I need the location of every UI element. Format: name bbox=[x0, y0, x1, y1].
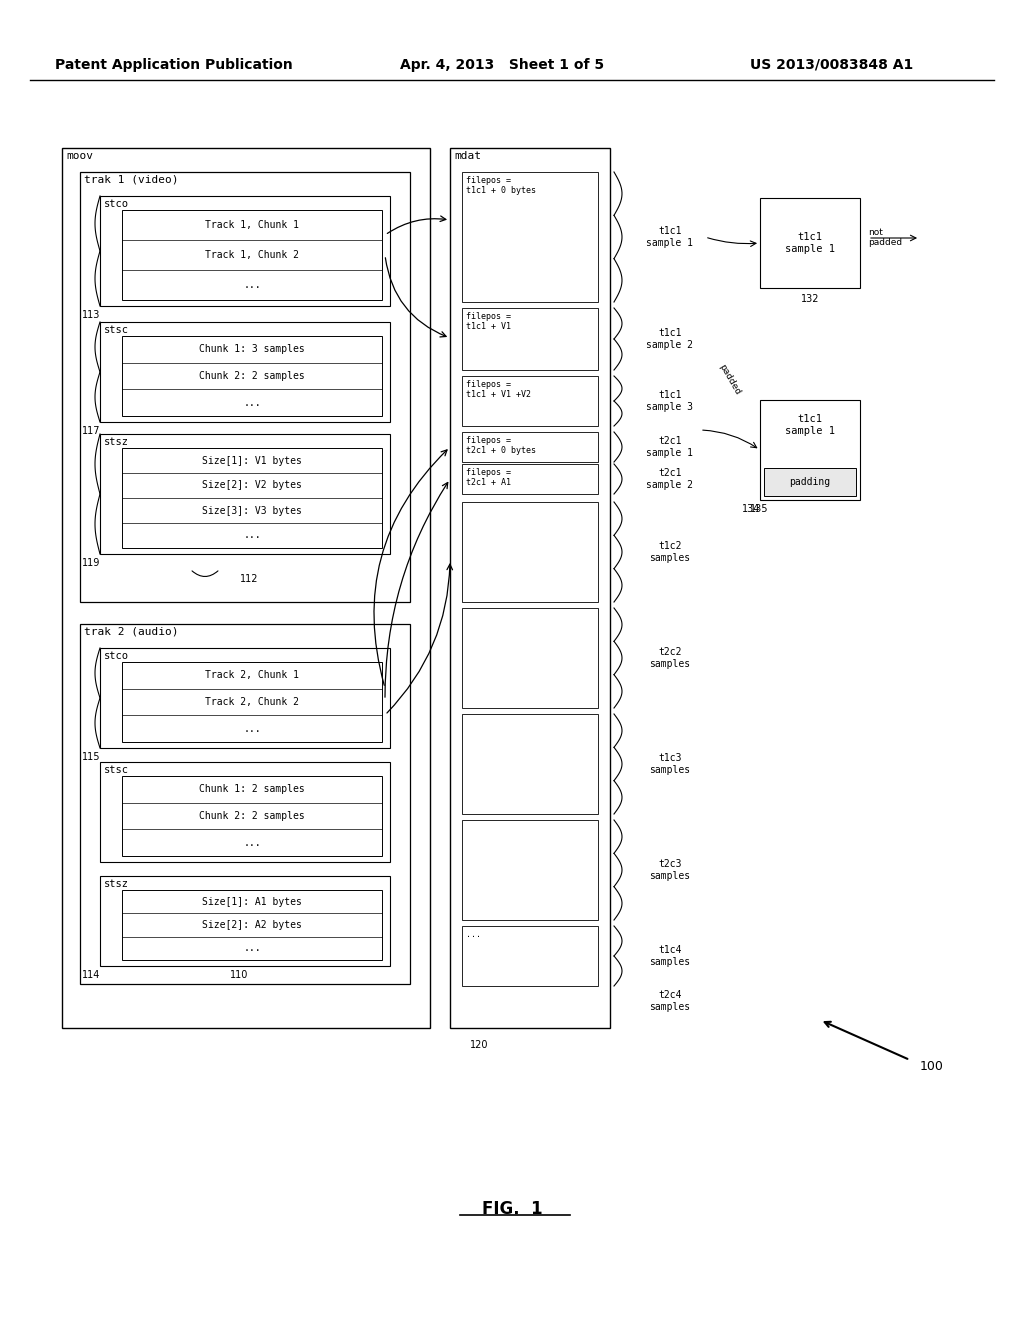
Bar bbox=[462, 927, 598, 986]
Text: stsc: stsc bbox=[104, 766, 129, 775]
Bar bbox=[122, 663, 382, 742]
Text: 115: 115 bbox=[82, 752, 100, 762]
Text: trak 2 (audio): trak 2 (audio) bbox=[84, 627, 178, 638]
Bar bbox=[462, 714, 598, 814]
Bar bbox=[462, 820, 598, 920]
Text: Track 2, Chunk 2: Track 2, Chunk 2 bbox=[205, 697, 299, 708]
Text: ...: ... bbox=[466, 931, 481, 939]
Text: t1c1
sample 1: t1c1 sample 1 bbox=[785, 414, 835, 436]
Bar bbox=[462, 609, 598, 708]
Text: Size[1]: V1 bytes: Size[1]: V1 bytes bbox=[202, 455, 302, 466]
Bar bbox=[100, 762, 390, 862]
Bar bbox=[100, 434, 390, 554]
Text: stco: stco bbox=[104, 651, 129, 661]
Text: Chunk 1: 2 samples: Chunk 1: 2 samples bbox=[199, 784, 305, 795]
Text: ...: ... bbox=[243, 838, 261, 847]
Bar bbox=[80, 172, 410, 602]
Text: ...: ... bbox=[243, 944, 261, 953]
Text: ...: ... bbox=[243, 531, 261, 540]
Text: 120: 120 bbox=[470, 1040, 488, 1049]
Bar bbox=[122, 890, 382, 960]
Text: filepos =
t1c1 + V1 +V2: filepos = t1c1 + V1 +V2 bbox=[466, 380, 531, 400]
Text: t2c1
sample 1: t2c1 sample 1 bbox=[646, 436, 693, 458]
Text: t1c2
samples: t1c2 samples bbox=[649, 541, 690, 562]
Text: t1c3
samples: t1c3 samples bbox=[649, 754, 690, 775]
Bar bbox=[122, 337, 382, 416]
Bar bbox=[462, 432, 598, 462]
Text: Patent Application Publication: Patent Application Publication bbox=[55, 58, 293, 73]
Text: 112: 112 bbox=[240, 574, 258, 583]
Text: t1c4
samples: t1c4 samples bbox=[649, 945, 690, 966]
Text: 100: 100 bbox=[920, 1060, 944, 1073]
Text: Track 1, Chunk 2: Track 1, Chunk 2 bbox=[205, 249, 299, 260]
Bar bbox=[462, 376, 598, 426]
Text: not
padded: not padded bbox=[868, 228, 902, 247]
Text: 135: 135 bbox=[750, 504, 768, 513]
Text: Size[2]: A2 bytes: Size[2]: A2 bytes bbox=[202, 920, 302, 931]
Text: t2c2
samples: t2c2 samples bbox=[649, 647, 690, 669]
Text: t1c1
sample 1: t1c1 sample 1 bbox=[785, 232, 835, 253]
Text: FIG.  1: FIG. 1 bbox=[481, 1200, 543, 1218]
Bar bbox=[100, 322, 390, 422]
Text: Size[1]: A1 bytes: Size[1]: A1 bytes bbox=[202, 896, 302, 907]
Text: t2c4
samples: t2c4 samples bbox=[649, 990, 690, 1011]
Text: filepos =
t2c1 + 0 bytes: filepos = t2c1 + 0 bytes bbox=[466, 436, 536, 455]
Text: Apr. 4, 2013   Sheet 1 of 5: Apr. 4, 2013 Sheet 1 of 5 bbox=[400, 58, 604, 73]
Text: filepos =
t1c1 + 0 bytes: filepos = t1c1 + 0 bytes bbox=[466, 176, 536, 195]
Bar bbox=[100, 876, 390, 966]
Bar bbox=[462, 308, 598, 370]
Text: ...: ... bbox=[243, 397, 261, 408]
Bar bbox=[122, 776, 382, 855]
Bar bbox=[462, 465, 598, 494]
Text: t2c1
sample 2: t2c1 sample 2 bbox=[646, 469, 693, 490]
Bar bbox=[62, 148, 430, 1028]
Text: 114: 114 bbox=[82, 970, 100, 979]
Text: Chunk 1: 3 samples: Chunk 1: 3 samples bbox=[199, 345, 305, 354]
Text: 119: 119 bbox=[82, 558, 100, 568]
Bar bbox=[100, 195, 390, 306]
Bar bbox=[80, 624, 410, 983]
Bar bbox=[462, 172, 598, 302]
Bar bbox=[462, 502, 598, 602]
Text: t2c3
samples: t2c3 samples bbox=[649, 859, 690, 880]
Text: stsz: stsz bbox=[104, 879, 129, 888]
Text: Chunk 2: 2 samples: Chunk 2: 2 samples bbox=[199, 371, 305, 381]
Text: Track 1, Chunk 1: Track 1, Chunk 1 bbox=[205, 220, 299, 230]
Text: padding: padding bbox=[790, 477, 830, 487]
Text: filepos =
t2c1 + A1: filepos = t2c1 + A1 bbox=[466, 469, 511, 487]
Bar bbox=[450, 148, 610, 1028]
Text: 117: 117 bbox=[82, 426, 100, 436]
Text: 113: 113 bbox=[82, 310, 100, 319]
Bar bbox=[760, 400, 860, 500]
Text: Chunk 2: 2 samples: Chunk 2: 2 samples bbox=[199, 810, 305, 821]
Text: moov: moov bbox=[66, 150, 93, 161]
Text: trak 1 (video): trak 1 (video) bbox=[84, 176, 178, 185]
Text: padded: padded bbox=[718, 363, 742, 397]
Bar bbox=[764, 469, 856, 496]
Text: stsc: stsc bbox=[104, 325, 129, 335]
Text: ...: ... bbox=[243, 280, 261, 290]
Text: Track 2, Chunk 1: Track 2, Chunk 1 bbox=[205, 671, 299, 680]
Bar bbox=[760, 198, 860, 288]
Text: US 2013/0083848 A1: US 2013/0083848 A1 bbox=[750, 58, 913, 73]
Text: filepos =
t1c1 + V1: filepos = t1c1 + V1 bbox=[466, 312, 511, 331]
Text: ...: ... bbox=[243, 723, 261, 734]
Text: 132: 132 bbox=[801, 294, 819, 304]
Text: stsz: stsz bbox=[104, 437, 129, 447]
Text: t1c1
sample 1: t1c1 sample 1 bbox=[646, 226, 693, 248]
Text: Size[2]: V2 bytes: Size[2]: V2 bytes bbox=[202, 480, 302, 491]
Text: Size[3]: V3 bytes: Size[3]: V3 bytes bbox=[202, 506, 302, 516]
Text: t1c1
sample 2: t1c1 sample 2 bbox=[646, 329, 693, 350]
Text: mdat: mdat bbox=[454, 150, 481, 161]
Text: stco: stco bbox=[104, 199, 129, 209]
Text: 110: 110 bbox=[230, 970, 249, 979]
Bar bbox=[122, 447, 382, 548]
Bar bbox=[100, 648, 390, 748]
Text: 134: 134 bbox=[742, 504, 761, 513]
Text: t1c1
sample 3: t1c1 sample 3 bbox=[646, 391, 693, 412]
Bar bbox=[122, 210, 382, 300]
